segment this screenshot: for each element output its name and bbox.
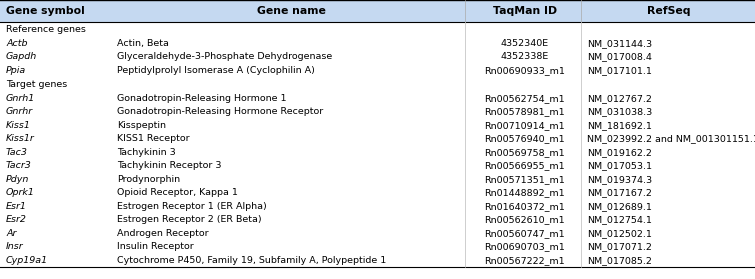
Text: Androgen Receptor: Androgen Receptor <box>117 229 208 238</box>
Text: Prodynorphin: Prodynorphin <box>117 175 180 184</box>
Text: Rn00710914_m1: Rn00710914_m1 <box>485 121 565 130</box>
Text: Ar: Ar <box>6 229 17 238</box>
Text: NM_017071.2: NM_017071.2 <box>587 242 652 251</box>
Text: Ppia: Ppia <box>6 66 26 75</box>
Text: NM_181692.1: NM_181692.1 <box>587 121 652 130</box>
Text: Rn00567222_m1: Rn00567222_m1 <box>485 256 565 265</box>
Text: Kiss1r: Kiss1r <box>6 134 35 143</box>
Text: Rn00562754_m1: Rn00562754_m1 <box>485 94 565 103</box>
Text: Tachykinin Receptor 3: Tachykinin Receptor 3 <box>117 161 221 170</box>
Text: Gnrhr: Gnrhr <box>6 107 33 116</box>
Text: Peptidylprolyl Isomerase A (Cyclophilin A): Peptidylprolyl Isomerase A (Cyclophilin … <box>117 66 315 75</box>
Text: Gonadotropin-Releasing Hormone 1: Gonadotropin-Releasing Hormone 1 <box>117 94 287 103</box>
Text: NM_031144.3: NM_031144.3 <box>587 39 652 48</box>
Text: NM_017008.4: NM_017008.4 <box>587 52 652 61</box>
Text: Opioid Receptor, Kappa 1: Opioid Receptor, Kappa 1 <box>117 188 238 197</box>
Text: Oprk1: Oprk1 <box>6 188 35 197</box>
Text: Rn00560747_m1: Rn00560747_m1 <box>485 229 565 238</box>
Text: Insulin Receptor: Insulin Receptor <box>117 242 194 251</box>
Text: Esr2: Esr2 <box>6 215 27 224</box>
Text: Target genes: Target genes <box>6 80 67 89</box>
Text: NM_017085.2: NM_017085.2 <box>587 256 652 265</box>
Bar <box>0 0 755 22</box>
Text: Kisspeptin: Kisspeptin <box>117 121 166 130</box>
Text: KISS1 Receptor: KISS1 Receptor <box>117 134 190 143</box>
Text: Pdyn: Pdyn <box>6 175 29 184</box>
Text: Rn00569758_m1: Rn00569758_m1 <box>485 148 565 157</box>
Text: Rn00571351_m1: Rn00571351_m1 <box>485 175 565 184</box>
Text: Gene symbol: Gene symbol <box>6 6 85 16</box>
Text: Rn00578981_m1: Rn00578981_m1 <box>485 107 565 116</box>
Text: NM_017101.1: NM_017101.1 <box>587 66 652 75</box>
Text: Kiss1: Kiss1 <box>6 121 31 130</box>
Text: Gapdh: Gapdh <box>6 52 37 61</box>
Text: Rn00566955_m1: Rn00566955_m1 <box>485 161 565 170</box>
Text: Rn00562610_m1: Rn00562610_m1 <box>485 215 565 224</box>
Text: NM_017167.2: NM_017167.2 <box>587 188 652 197</box>
Text: NM_012754.1: NM_012754.1 <box>587 215 652 224</box>
Text: NM_017053.1: NM_017053.1 <box>587 161 652 170</box>
Text: Esr1: Esr1 <box>6 202 27 211</box>
Text: RefSeq: RefSeq <box>647 6 691 16</box>
Text: Tachykinin 3: Tachykinin 3 <box>117 148 176 157</box>
Text: Rn00690703_m1: Rn00690703_m1 <box>485 242 565 251</box>
Text: Rn01640372_m1: Rn01640372_m1 <box>485 202 565 211</box>
Text: 4352338E: 4352338E <box>501 52 549 61</box>
Text: Gonadotropin-Releasing Hormone Receptor: Gonadotropin-Releasing Hormone Receptor <box>117 107 323 116</box>
Text: TaqMan ID: TaqMan ID <box>493 6 556 16</box>
Text: NM_012689.1: NM_012689.1 <box>587 202 652 211</box>
Text: 4352340E: 4352340E <box>501 39 549 48</box>
Text: NM_031038.3: NM_031038.3 <box>587 107 652 116</box>
Text: Gene name: Gene name <box>257 6 326 16</box>
Text: NM_019162.2: NM_019162.2 <box>587 148 652 157</box>
Text: Actb: Actb <box>6 39 27 48</box>
Text: NM_019374.3: NM_019374.3 <box>587 175 652 184</box>
Text: Tac3: Tac3 <box>6 148 28 157</box>
Text: Cyp19a1: Cyp19a1 <box>6 256 48 265</box>
Text: Glyceraldehyde-3-Phosphate Dehydrogenase: Glyceraldehyde-3-Phosphate Dehydrogenase <box>117 52 332 61</box>
Text: Reference genes: Reference genes <box>6 25 86 34</box>
Text: Insr: Insr <box>6 242 23 251</box>
Text: Tacr3: Tacr3 <box>6 161 32 170</box>
Text: NM_023992.2 and NM_001301151.1: NM_023992.2 and NM_001301151.1 <box>587 134 755 143</box>
Text: NM_012502.1: NM_012502.1 <box>587 229 652 238</box>
Text: Rn00690933_m1: Rn00690933_m1 <box>484 66 565 75</box>
Text: NM_012767.2: NM_012767.2 <box>587 94 652 103</box>
Text: Estrogen Receptor 1 (ER Alpha): Estrogen Receptor 1 (ER Alpha) <box>117 202 267 211</box>
Text: Gnrh1: Gnrh1 <box>6 94 35 103</box>
Text: Actin, Beta: Actin, Beta <box>117 39 169 48</box>
Text: Cytochrome P450, Family 19, Subfamily A, Polypeptide 1: Cytochrome P450, Family 19, Subfamily A,… <box>117 256 387 265</box>
Text: Rn00576940_m1: Rn00576940_m1 <box>485 134 565 143</box>
Text: Estrogen Receptor 2 (ER Beta): Estrogen Receptor 2 (ER Beta) <box>117 215 262 224</box>
Text: Rn01448892_m1: Rn01448892_m1 <box>485 188 565 197</box>
